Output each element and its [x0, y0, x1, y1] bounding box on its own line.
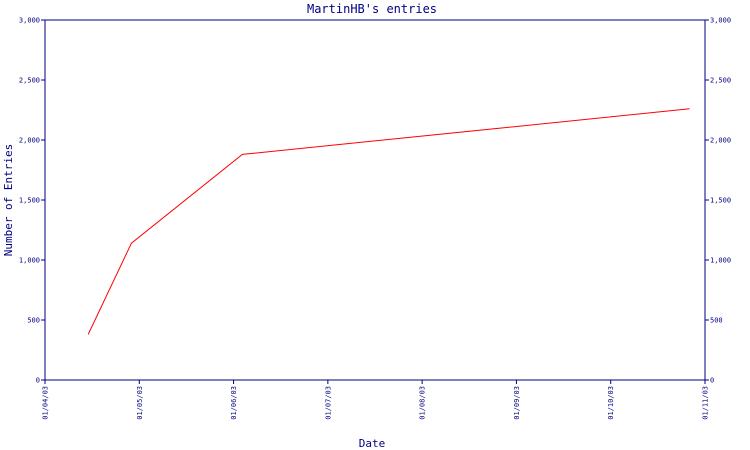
plot-frame: [44, 19, 706, 381]
y-tick-label-left: 500: [27, 317, 40, 325]
x-tick-label: 01/11/03: [702, 386, 710, 420]
y-tick-label-left: 2,000: [19, 137, 40, 145]
y-tick-label-right: 3,000: [710, 17, 731, 25]
series-line: [87, 108, 690, 335]
x-tick-label: 01/04/03: [42, 386, 50, 420]
y-axis-label: Number of Entries: [2, 144, 15, 257]
y-tick-label-right: 1,500: [710, 197, 731, 205]
x-axis: 01/04/03 01/05/03 01/06/03 01/07/03 01/08/03…: [42, 380, 710, 420]
y-axis-left: 0 500 1,000 1,500 2,000 2,500 3,000: [19, 17, 45, 385]
y-tick-label-right: 0: [710, 377, 714, 385]
y-tick-label-left: 3,000: [19, 17, 40, 25]
x-tick-label: 01/08/03: [419, 386, 427, 420]
y-tick-label-left: 1,000: [19, 257, 40, 265]
x-tick-label: 01/06/03: [230, 386, 238, 420]
y-tick-label-left: 0: [36, 377, 40, 385]
chart-title: MartinHB's entries: [307, 2, 437, 16]
x-axis-label: Date: [359, 437, 386, 450]
x-tick-label: 01/07/03: [324, 386, 332, 420]
x-tick-label: 01/09/03: [513, 386, 521, 420]
y-tick-label-right: 2,000: [710, 137, 731, 145]
x-tick-label: 01/05/03: [136, 386, 144, 420]
y-tick-label-right: 2,500: [710, 77, 731, 85]
y-axis-right: 0 500 1,000 1,500 2,000 2,500 3,000: [705, 17, 731, 385]
y-tick-label-right: 1,000: [710, 257, 731, 265]
y-tick-label-right: 500: [710, 317, 723, 325]
x-tick-label: 01/10/03: [607, 386, 615, 420]
y-tick-label-left: 1,500: [19, 197, 40, 205]
y-tick-label-left: 2,500: [19, 77, 40, 85]
